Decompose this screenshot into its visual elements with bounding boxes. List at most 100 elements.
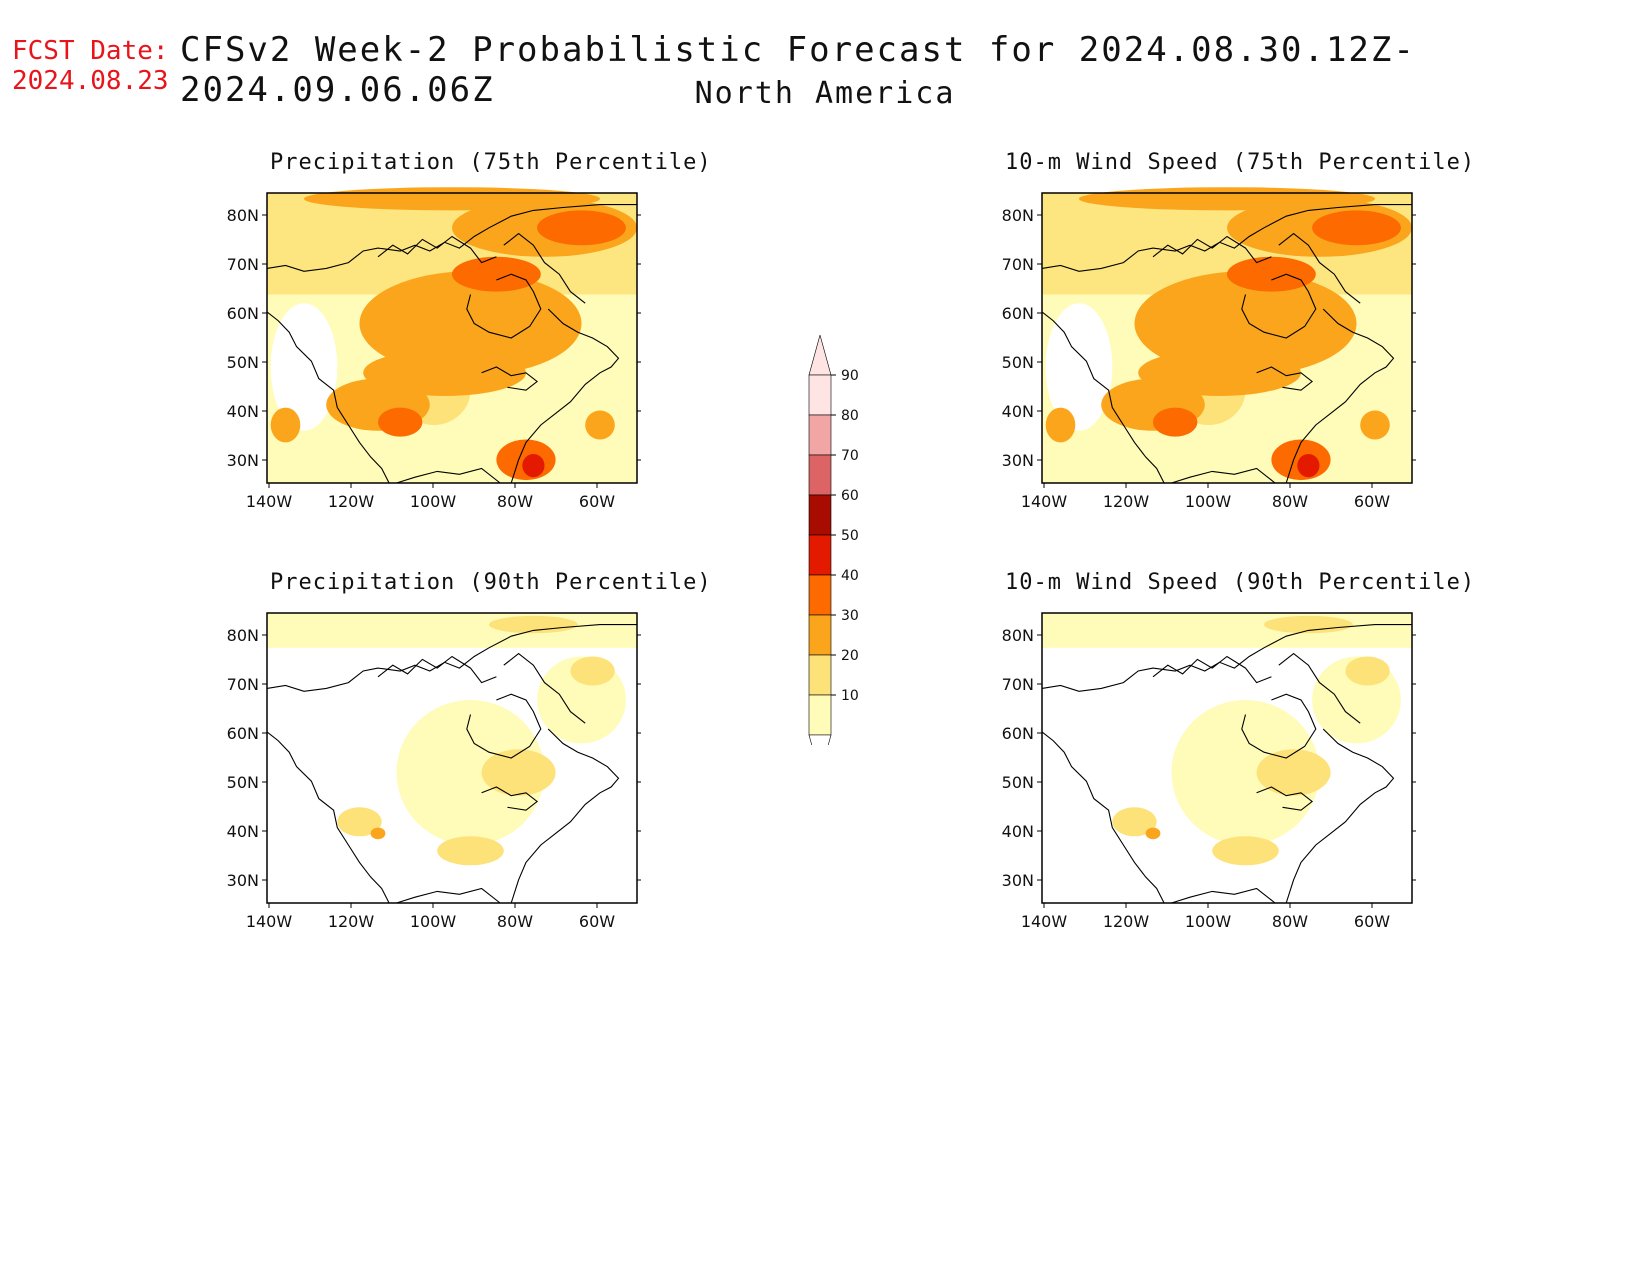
coastline bbox=[466, 693, 542, 759]
colorbar-swatch bbox=[808, 534, 832, 576]
coastline bbox=[377, 655, 497, 684]
coastline bbox=[1241, 273, 1317, 339]
colorbar-swatch bbox=[808, 694, 832, 736]
colorbar-label: 50 bbox=[841, 528, 859, 544]
coastline bbox=[266, 204, 637, 272]
contour-band-20 bbox=[481, 749, 556, 796]
coastline bbox=[510, 308, 620, 484]
coastline bbox=[1278, 652, 1361, 724]
contour-band-20 bbox=[1212, 836, 1279, 866]
contour-band-20 bbox=[337, 807, 382, 837]
contour-band-50 bbox=[522, 454, 545, 478]
lat-label: 40N bbox=[227, 822, 259, 841]
map-frame bbox=[266, 612, 638, 904]
lat-label: 50N bbox=[227, 773, 259, 792]
lat-label: 60N bbox=[227, 724, 259, 743]
lon-label: 140W bbox=[246, 912, 293, 931]
map-frame bbox=[1041, 192, 1413, 484]
contour-band-40 bbox=[378, 407, 423, 437]
lon-label: 80W bbox=[1272, 492, 1308, 511]
colorbar-label: 40 bbox=[841, 568, 859, 584]
contour-band-40 bbox=[1227, 256, 1316, 292]
colorbar-label: 80 bbox=[841, 408, 859, 424]
lon-label: 140W bbox=[1021, 912, 1068, 931]
coastline bbox=[1041, 311, 1165, 484]
panel-title-wind-75: 10-m Wind Speed (75th Percentile) bbox=[1005, 150, 1476, 175]
contour-band-30 bbox=[1360, 410, 1390, 440]
contour-band-30 bbox=[359, 271, 582, 376]
coastline bbox=[266, 731, 390, 904]
lon-label: 60W bbox=[579, 912, 615, 931]
lon-label: 60W bbox=[1354, 492, 1390, 511]
contour-band-20 bbox=[1345, 656, 1390, 686]
coastline bbox=[266, 311, 390, 484]
colorbar-swatch bbox=[808, 654, 832, 696]
coastline bbox=[1285, 728, 1395, 904]
colorbar-swatch bbox=[808, 454, 832, 496]
contour-band-20 bbox=[437, 836, 504, 866]
map-panel-precip-90: 80N 70N 60N 50N 40N 30N 140W 120W 100W 80W 60W bbox=[227, 612, 641, 931]
coastline bbox=[396, 467, 501, 484]
colorbar-label: 70 bbox=[841, 448, 859, 464]
lon-label: 120W bbox=[328, 912, 375, 931]
contour-band-10 bbox=[396, 700, 545, 845]
lon-label: 60W bbox=[1354, 912, 1390, 931]
colorbar-label: 10 bbox=[841, 688, 859, 704]
colorbar-swatch bbox=[808, 494, 832, 536]
contour-band-50 bbox=[1297, 454, 1320, 478]
coastline bbox=[1152, 235, 1272, 264]
lon-label: 140W bbox=[246, 492, 293, 511]
coastline bbox=[1256, 366, 1313, 391]
contour-band-30 bbox=[1145, 827, 1161, 840]
lat-label: 30N bbox=[1002, 451, 1034, 470]
lon-label: 80W bbox=[497, 492, 533, 511]
page-subtitle: North America bbox=[694, 76, 956, 111]
contour-band-20 bbox=[1264, 615, 1353, 634]
contour-band-30 bbox=[304, 187, 600, 211]
page-title: CFSv2 Week-2 Probabilistic Forecast for … bbox=[180, 30, 1416, 110]
map-panel-precip-75: 80N 70N 60N 50N 40N 30N 140W 120W 100W 80W 60W bbox=[227, 187, 641, 511]
contour-band-below-10 bbox=[1045, 303, 1113, 431]
coastline bbox=[377, 235, 497, 264]
coastline bbox=[266, 624, 637, 692]
contour-band-40 bbox=[1153, 407, 1198, 437]
lat-label: 60N bbox=[227, 304, 259, 323]
contour-band-30 bbox=[370, 827, 386, 840]
coastline bbox=[466, 273, 542, 339]
lat-label: 70N bbox=[227, 255, 259, 274]
coastline bbox=[396, 887, 501, 904]
contour-band-40 bbox=[452, 256, 541, 292]
contour-band-30 bbox=[270, 407, 301, 443]
coastline bbox=[1241, 693, 1317, 759]
coastline bbox=[1041, 731, 1165, 904]
contour-band-30 bbox=[1079, 187, 1375, 211]
colorbar-swatch bbox=[808, 614, 832, 656]
map-panel-wind-90: 80N 70N 60N 50N 40N 30N 140W 120W 100W 80W 60W bbox=[1002, 612, 1416, 931]
coastline bbox=[1278, 232, 1361, 304]
lon-label: 60W bbox=[579, 492, 615, 511]
contour-band-20 bbox=[570, 656, 615, 686]
lon-label: 100W bbox=[1185, 912, 1232, 931]
contour-band-below-10 bbox=[270, 303, 338, 431]
lat-label: 40N bbox=[1002, 402, 1034, 421]
colorbar-label: 90 bbox=[841, 368, 859, 384]
map-frame bbox=[266, 192, 638, 484]
colorbar-swatch bbox=[808, 374, 832, 416]
map-frame bbox=[1041, 612, 1413, 904]
forecast-date-value: 2024.08.23 bbox=[12, 66, 169, 96]
forecast-date-label: FCST Date: bbox=[12, 36, 169, 66]
colorbar-label: 30 bbox=[841, 608, 859, 624]
lat-label: 70N bbox=[1002, 675, 1034, 694]
coastline bbox=[510, 728, 620, 904]
colorbar-label: 20 bbox=[841, 648, 859, 664]
lat-label: 80N bbox=[227, 626, 259, 645]
contour-band-30 bbox=[1045, 407, 1076, 443]
forecast-date-block: FCST Date: 2024.08.23 bbox=[12, 36, 169, 96]
lon-label: 100W bbox=[1185, 492, 1232, 511]
lon-label: 140W bbox=[1021, 492, 1068, 511]
lon-label: 120W bbox=[1103, 912, 1150, 931]
contour-band-10 bbox=[267, 613, 637, 648]
lon-label: 120W bbox=[328, 492, 375, 511]
map-panel-wind-75: 80N 70N 60N 50N 40N 30N 140W 120W 100W 80W 60W bbox=[1002, 187, 1416, 511]
lat-label: 70N bbox=[1002, 255, 1034, 274]
